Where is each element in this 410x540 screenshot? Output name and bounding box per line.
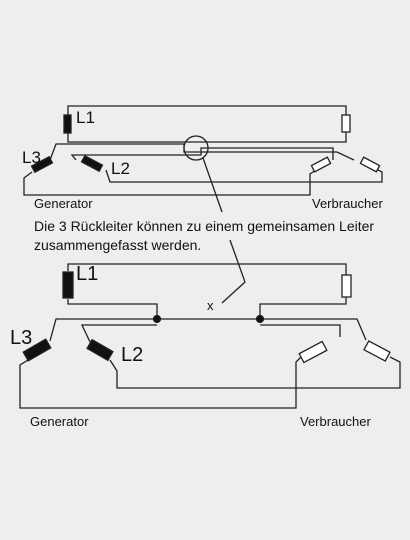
top-l2-load — [310, 156, 332, 173]
top-l3-generator-coil — [30, 155, 54, 174]
bottom-circuit — [19, 239, 401, 409]
bottom-l2-return — [109, 356, 401, 389]
top-l1-generator-coil — [63, 114, 72, 134]
top-l1-wire — [67, 105, 347, 143]
bottom-label-l2: L2 — [121, 344, 144, 366]
bottom-l3-load — [363, 340, 391, 362]
bottom-l3-wire — [49, 318, 367, 342]
pointer-line-bottom — [221, 239, 246, 304]
top-consumer-label: Verbraucher — [312, 196, 383, 211]
bottom-label-l1: L1 — [76, 263, 99, 285]
top-l2-return — [105, 169, 383, 183]
top-l3-wire — [49, 143, 355, 161]
bottom-consumer-label: Verbraucher — [300, 414, 371, 429]
top-l3-return — [23, 169, 317, 196]
bottom-l1-wire — [67, 263, 347, 275]
pointer-line-top — [202, 157, 223, 213]
bottom-l1-load-to-junction — [259, 297, 347, 319]
top-label-l3: L3 — [22, 148, 41, 167]
bottom-junction-right — [255, 314, 265, 324]
bottom-l1-load — [341, 274, 352, 298]
bottom-junction-left — [152, 314, 162, 324]
top-return-conductors-highlight — [183, 135, 209, 161]
top-l2-wire — [70, 147, 334, 161]
top-circuit — [23, 105, 383, 213]
explanation-line-2: zusammengefasst werden. — [34, 237, 202, 253]
bottom-label-l3: L3 — [10, 327, 33, 349]
top-l3-load — [359, 156, 381, 173]
top-label-l2: L2 — [111, 159, 130, 178]
bottom-l1-generator-coil — [62, 271, 74, 299]
top-generator-label: Generator — [34, 196, 93, 211]
top-label-l1: L1 — [76, 108, 95, 127]
bottom-l1-generator-to-junction — [67, 299, 158, 319]
bottom-l3-return — [19, 355, 303, 409]
explanation-note: Die 3 Rückleiter können zu einem gemeins… — [34, 217, 410, 255]
explanation-line-1: Die 3 Rückleiter können zu einem gemeins… — [34, 218, 375, 234]
top-l2-generator-coil — [80, 154, 104, 173]
bottom-l2-wire — [80, 324, 341, 343]
bottom-junction-marker: x — [207, 298, 214, 313]
bottom-l2-generator-coil — [86, 338, 114, 362]
bottom-l3-generator-coil — [22, 338, 52, 362]
bottom-generator-label: Generator — [30, 414, 89, 429]
top-l1-load — [341, 114, 351, 133]
bottom-l2-load — [298, 340, 328, 364]
